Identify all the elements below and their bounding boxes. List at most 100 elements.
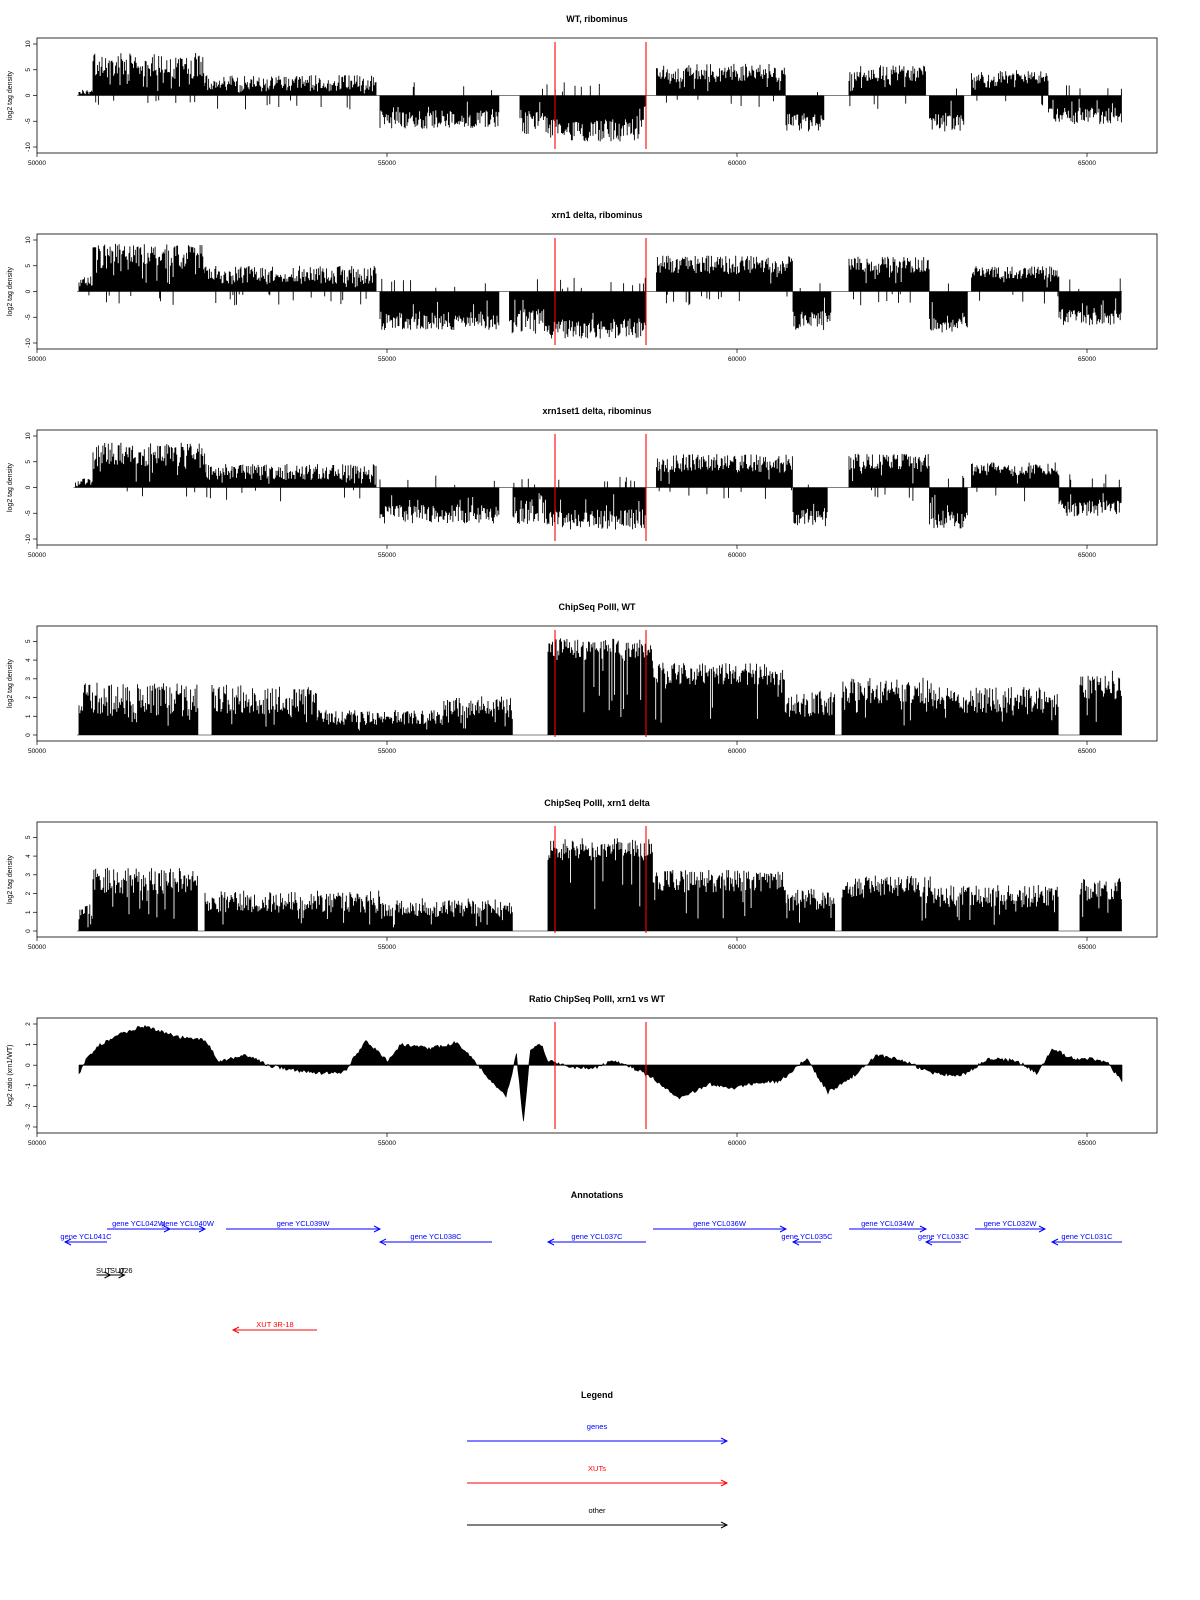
arrowhead-left-icon — [546, 1238, 555, 1246]
x-tick-label: 65000 — [1078, 1140, 1096, 1147]
gene-label: gene YCL034W — [861, 1219, 915, 1228]
x-tick-label: 60000 — [728, 1140, 746, 1147]
y-tick-label: -3 — [25, 1124, 32, 1130]
arrowhead-left-icon — [924, 1238, 933, 1246]
gene-label: gene YCL039W — [277, 1219, 331, 1228]
chart-title: WT, ribominus — [566, 14, 628, 24]
x-tick-label: 60000 — [728, 748, 746, 755]
y-tick-label: 1 — [25, 1042, 32, 1046]
x-tick-label: 60000 — [728, 356, 746, 363]
signal-bars — [78, 638, 1122, 735]
x-tick-label: 50000 — [28, 944, 46, 951]
x-tick-label: 55000 — [378, 552, 396, 559]
x-tick-label: 55000 — [378, 944, 396, 951]
gene-label: gene YCL035C — [781, 1232, 833, 1241]
y-axis-label: log2 tag density — [7, 462, 14, 512]
arrowhead-right-icon — [720, 1479, 729, 1487]
y-tick-label: 0 — [25, 485, 32, 489]
legend-label: XUTs — [588, 1464, 606, 1473]
gene-label: gene YCL037C — [571, 1232, 623, 1241]
chart-title: Ratio ChipSeq PolII, xrn1 vs WT — [529, 994, 666, 1004]
y-tick-label: 3 — [25, 873, 32, 877]
y-tick-label: 10 — [25, 40, 32, 48]
y-tick-label: -10 — [25, 338, 32, 348]
x-tick-label: 65000 — [1078, 356, 1096, 363]
plot-frame — [36, 1017, 1158, 1134]
arrowhead-left-icon — [791, 1238, 800, 1246]
y-tick-label: 5 — [25, 68, 32, 72]
y-tick-label: 2 — [25, 695, 32, 699]
other-label: SUT — [96, 1266, 111, 1275]
gene-label: gene YCL032W — [984, 1219, 1038, 1228]
x-tick-label: 50000 — [28, 160, 46, 167]
other-label: 026 — [120, 1266, 133, 1275]
gene-label: gene YCL031C — [1061, 1232, 1113, 1241]
chart-panel: xrn1set1 delta, ribominus log2 tag densit… — [7, 406, 1158, 559]
y-tick-label: 1 — [25, 910, 32, 914]
arrowhead-right-icon — [779, 1225, 788, 1233]
y-tick-label: -10 — [25, 142, 32, 152]
legend: Legend genes XUTs other — [467, 1390, 729, 1529]
y-tick-label: 0 — [25, 1063, 32, 1067]
y-axis-label: log2 tag density — [7, 658, 14, 708]
chart-panel: Ratio ChipSeq PolII, xrn1 vs WT log2 rati… — [7, 994, 1158, 1147]
gene-label: gene YCL033C — [918, 1232, 970, 1241]
x-tick-label: 55000 — [378, 1140, 396, 1147]
gene-label: gene YCL036W — [693, 1219, 747, 1228]
y-tick-label: -5 — [25, 118, 32, 124]
y-tick-label: 10 — [25, 432, 32, 440]
signal-bars — [78, 53, 1122, 142]
y-tick-label: -1 — [25, 1083, 32, 1089]
x-tick-label: 60000 — [728, 552, 746, 559]
y-tick-label: 3 — [25, 677, 32, 681]
x-tick-label: 65000 — [1078, 552, 1096, 559]
x-tick-label: 65000 — [1078, 160, 1096, 167]
y-tick-label: 0 — [25, 289, 32, 293]
arrowhead-right-icon — [118, 1271, 126, 1279]
y-tick-label: 2 — [25, 891, 32, 895]
gene-label: gene YCL042W — [112, 1219, 166, 1228]
signal-bars — [75, 442, 1122, 530]
chart-title: ChipSeq PolII, xrn1 delta — [544, 798, 651, 808]
x-tick-label: 60000 — [728, 160, 746, 167]
plot-frame — [36, 821, 1158, 938]
arrowhead-left-icon — [378, 1238, 387, 1246]
y-tick-label: -5 — [25, 314, 32, 320]
y-tick-label: 5 — [25, 264, 32, 268]
gene-label: gene YCL038C — [410, 1232, 462, 1241]
arrowhead-right-icon — [919, 1225, 928, 1233]
y-axis-label: log2 ratio (xrn1/WT) — [7, 1045, 14, 1107]
chart-panel: xrn1 delta, ribominus log2 tag density -10… — [7, 210, 1158, 363]
arrowhead-right-icon — [373, 1225, 382, 1233]
gene-label: gene YCL041C — [60, 1232, 112, 1241]
arrowhead-right-icon — [720, 1437, 729, 1445]
x-tick-label: 50000 — [28, 356, 46, 363]
y-tick-label: 5 — [25, 460, 32, 464]
y-axis-label: log2 tag density — [7, 266, 14, 316]
legend-title: Legend — [581, 1390, 613, 1400]
y-tick-label: 10 — [25, 236, 32, 244]
y-tick-label: 0 — [25, 929, 32, 933]
x-tick-label: 60000 — [728, 944, 746, 951]
arrowhead-left-icon — [1050, 1238, 1059, 1246]
y-axis-label: log2 tag density — [7, 70, 14, 120]
signal-bars — [78, 243, 1122, 339]
y-tick-label: -5 — [25, 510, 32, 516]
y-tick-label: 1 — [25, 714, 32, 718]
y-tick-label: 5 — [25, 835, 32, 839]
arrowhead-left-icon — [63, 1238, 72, 1246]
chart-panel: ChipSeq PolII, xrn1 delta log2 tag densit… — [7, 798, 1158, 951]
chart-title: xrn1 delta, ribominus — [551, 210, 642, 220]
y-axis-label: log2 tag density — [7, 854, 14, 904]
arrowhead-right-icon — [198, 1225, 207, 1233]
gene-label: gene YCL040W — [161, 1219, 215, 1228]
arrowhead-left-icon — [231, 1326, 240, 1334]
plot-frame — [36, 625, 1158, 742]
chart-panel: WT, ribominus log2 tag density -10 -5 0 5 10 50… — [7, 14, 1158, 167]
ratio-area — [78, 1024, 1123, 1122]
annotations-title: Annotations — [571, 1190, 624, 1200]
other-label: SUT — [110, 1266, 125, 1275]
